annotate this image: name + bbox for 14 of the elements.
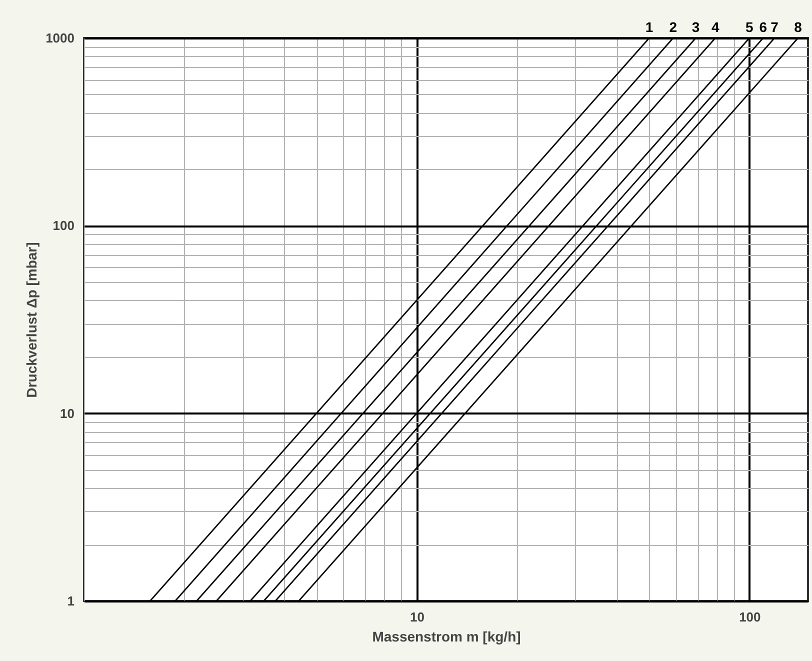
series-label: 1: [645, 19, 654, 35]
y-tick-label: 1000: [46, 30, 74, 46]
y-axis-title: Druckverlust Δp [mbar]: [24, 242, 40, 398]
series-label: 4: [711, 19, 720, 35]
y-tick-label: 100: [52, 218, 74, 234]
series-label: 5: [746, 19, 754, 35]
series-label: 3: [692, 19, 700, 35]
y-tick-label: 1: [67, 594, 74, 608]
series-label: 8: [794, 19, 802, 35]
x-axis-title: Massenstrom m [kg/h]: [372, 628, 521, 644]
series-label: 6: [759, 19, 768, 35]
series-label: 7: [770, 19, 779, 35]
y-tick-label: 10: [60, 406, 74, 421]
series-label: 2: [669, 19, 678, 35]
